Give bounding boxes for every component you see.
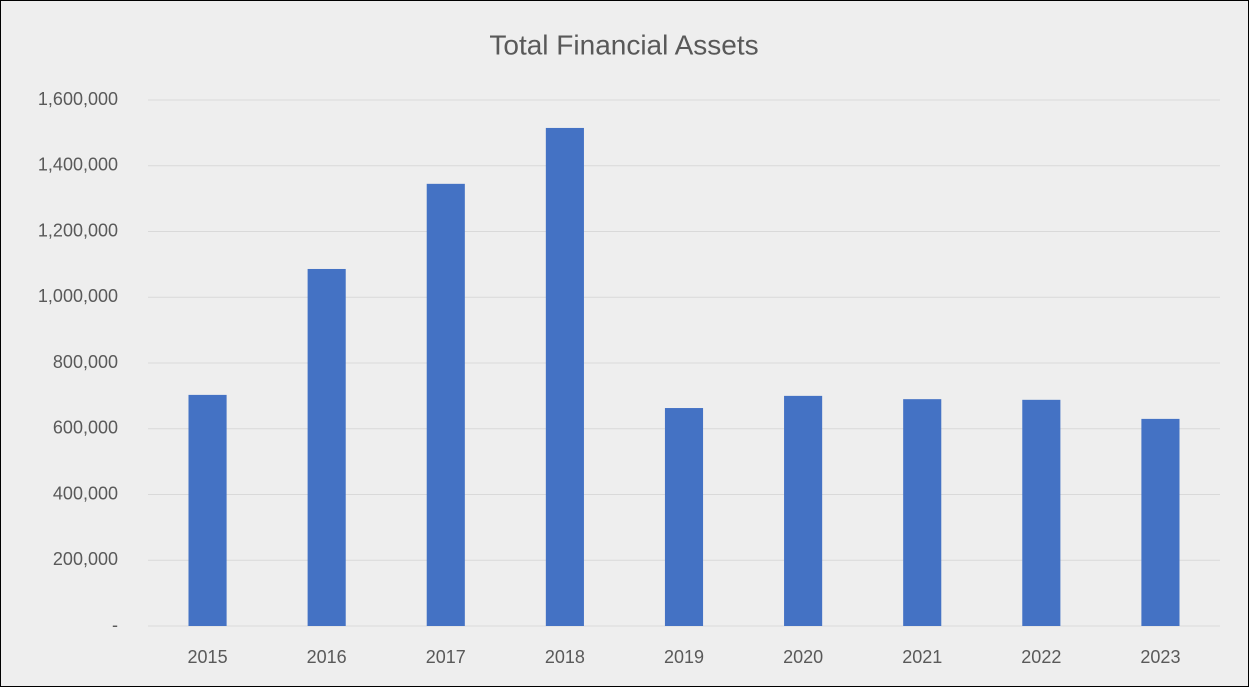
- y-tick-label: 600,000: [53, 418, 118, 438]
- x-tick-label: 2020: [783, 647, 823, 667]
- y-tick-label: 800,000: [53, 352, 118, 372]
- bar: [545, 127, 584, 626]
- bar: [664, 408, 704, 626]
- chart-title: Total Financial Assets: [489, 29, 758, 60]
- y-tick-label: 1,600,000: [38, 89, 118, 109]
- bar: [784, 395, 823, 626]
- y-tick-label: 400,000: [53, 483, 118, 503]
- x-tick-label: 2021: [902, 647, 942, 667]
- bar: [1141, 418, 1180, 626]
- bar: [903, 399, 942, 626]
- bar: [307, 268, 346, 626]
- y-tick-label: 1,200,000: [38, 220, 118, 240]
- y-tick-label: 200,000: [53, 549, 118, 569]
- bar: [1022, 399, 1061, 626]
- x-tick-label: 2018: [545, 647, 585, 667]
- bar: [426, 183, 465, 627]
- x-tick-label: 2023: [1140, 647, 1180, 667]
- x-tick-label: 2015: [188, 647, 228, 667]
- x-tick-label: 2016: [307, 647, 347, 667]
- x-tick-label: 2017: [426, 647, 466, 667]
- bar: [188, 394, 227, 626]
- y-tick-label: 1,400,000: [38, 155, 118, 175]
- y-tick-label: -: [112, 615, 118, 635]
- x-tick-label: 2019: [664, 647, 704, 667]
- y-tick-label: 1,000,000: [38, 286, 118, 306]
- x-tick-label: 2022: [1021, 647, 1061, 667]
